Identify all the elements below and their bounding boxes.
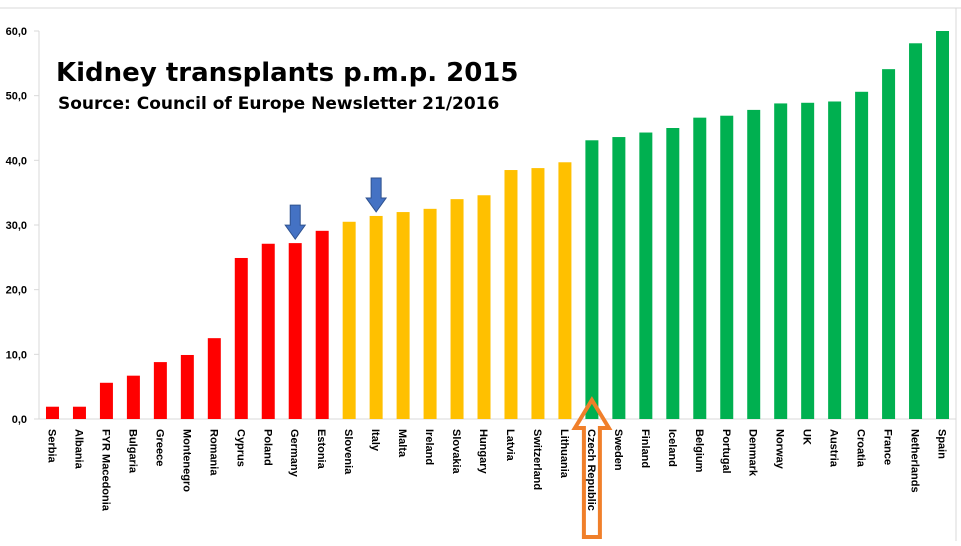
down-arrow-annotation <box>284 204 307 240</box>
bar <box>396 212 410 419</box>
x-tick-label: Belgium <box>693 429 705 473</box>
x-tick-label: Italy <box>369 429 381 452</box>
bar <box>612 137 626 419</box>
bar <box>774 103 788 419</box>
up-arrow-annotation <box>571 396 613 539</box>
bar <box>720 115 734 420</box>
chart-subtitle: Source: Council of Europe Newsletter 21/… <box>58 94 500 114</box>
x-tick-label: Austria <box>828 429 840 468</box>
x-tick-label: Portugal <box>720 429 732 474</box>
x-tick-label: Greece <box>153 429 165 466</box>
x-tick-label: FYR Macedonia <box>99 429 111 512</box>
x-tick-label: Iceland <box>666 429 678 467</box>
bar <box>801 102 815 419</box>
y-tick-label: 0,0 <box>12 414 27 426</box>
x-tick-label: Romania <box>207 429 219 476</box>
bar <box>639 132 653 419</box>
bar <box>180 354 194 419</box>
x-tick-label: Sweden <box>612 429 624 471</box>
x-tick-label: Montenegro <box>180 429 192 492</box>
x-tick-label: Malta <box>396 429 408 458</box>
x-tick-label: Hungary <box>477 429 489 475</box>
bar <box>126 375 140 419</box>
bar <box>153 362 167 419</box>
bar <box>207 338 221 419</box>
bar <box>558 162 572 420</box>
x-tick-label: Norway <box>774 429 786 470</box>
x-tick-label: Estonia <box>315 429 327 470</box>
chart-title: Kidney transplants p.m.p. 2015 <box>56 58 519 88</box>
bar <box>504 170 518 419</box>
y-tick-label: 40,0 <box>6 155 27 167</box>
bar <box>477 195 491 419</box>
x-tick-label: Cyprus <box>234 429 246 467</box>
bar <box>828 101 842 419</box>
bar <box>72 406 86 419</box>
x-tick-label: Lithuania <box>558 429 570 479</box>
y-tick-label: 20,0 <box>6 285 27 297</box>
x-tick-label: Spain <box>936 429 948 459</box>
bar <box>936 31 950 419</box>
bar <box>747 109 761 419</box>
x-tick-label: Netherlands <box>909 429 921 493</box>
bar <box>450 199 464 419</box>
bar <box>288 243 302 419</box>
bar <box>666 128 680 419</box>
bar <box>531 168 545 419</box>
bar <box>693 117 707 420</box>
x-tick-label: Denmark <box>747 429 759 477</box>
x-tick-label: France <box>882 429 894 465</box>
x-tick-label: Poland <box>261 429 273 466</box>
bar <box>909 43 923 419</box>
x-tick-label: Czech Republic <box>585 429 597 511</box>
x-tick-label: Switzerland <box>531 429 543 490</box>
y-tick-label: 60,0 <box>6 26 27 38</box>
x-tick-label: Albania <box>72 429 84 470</box>
x-tick-label: Ireland <box>423 429 435 465</box>
x-tick-label: Bulgaria <box>126 429 138 474</box>
bar <box>45 406 59 419</box>
bar <box>855 91 869 419</box>
y-tick-label: 50,0 <box>6 91 27 103</box>
bar <box>342 221 356 419</box>
x-tick-label: Croatia <box>855 429 867 468</box>
bar <box>423 208 437 419</box>
bar <box>261 243 275 419</box>
bar <box>315 230 329 419</box>
x-tick-label: Serbia <box>45 429 57 464</box>
x-tick-label: Latvia <box>504 429 516 462</box>
bar <box>882 69 896 420</box>
down-arrow-annotation <box>365 177 388 213</box>
bar <box>234 257 248 419</box>
x-tick-label: UK <box>801 429 813 445</box>
x-tick-label: Slovakia <box>450 429 462 475</box>
y-tick-label: 30,0 <box>6 220 27 232</box>
x-tick-label: Slovenia <box>342 429 354 475</box>
bar <box>369 215 383 419</box>
bar <box>585 140 599 419</box>
x-tick-label: Germany <box>288 429 300 478</box>
y-tick-label: 10,0 <box>6 349 27 361</box>
bar <box>99 382 113 419</box>
x-tick-label: Finland <box>639 429 651 468</box>
